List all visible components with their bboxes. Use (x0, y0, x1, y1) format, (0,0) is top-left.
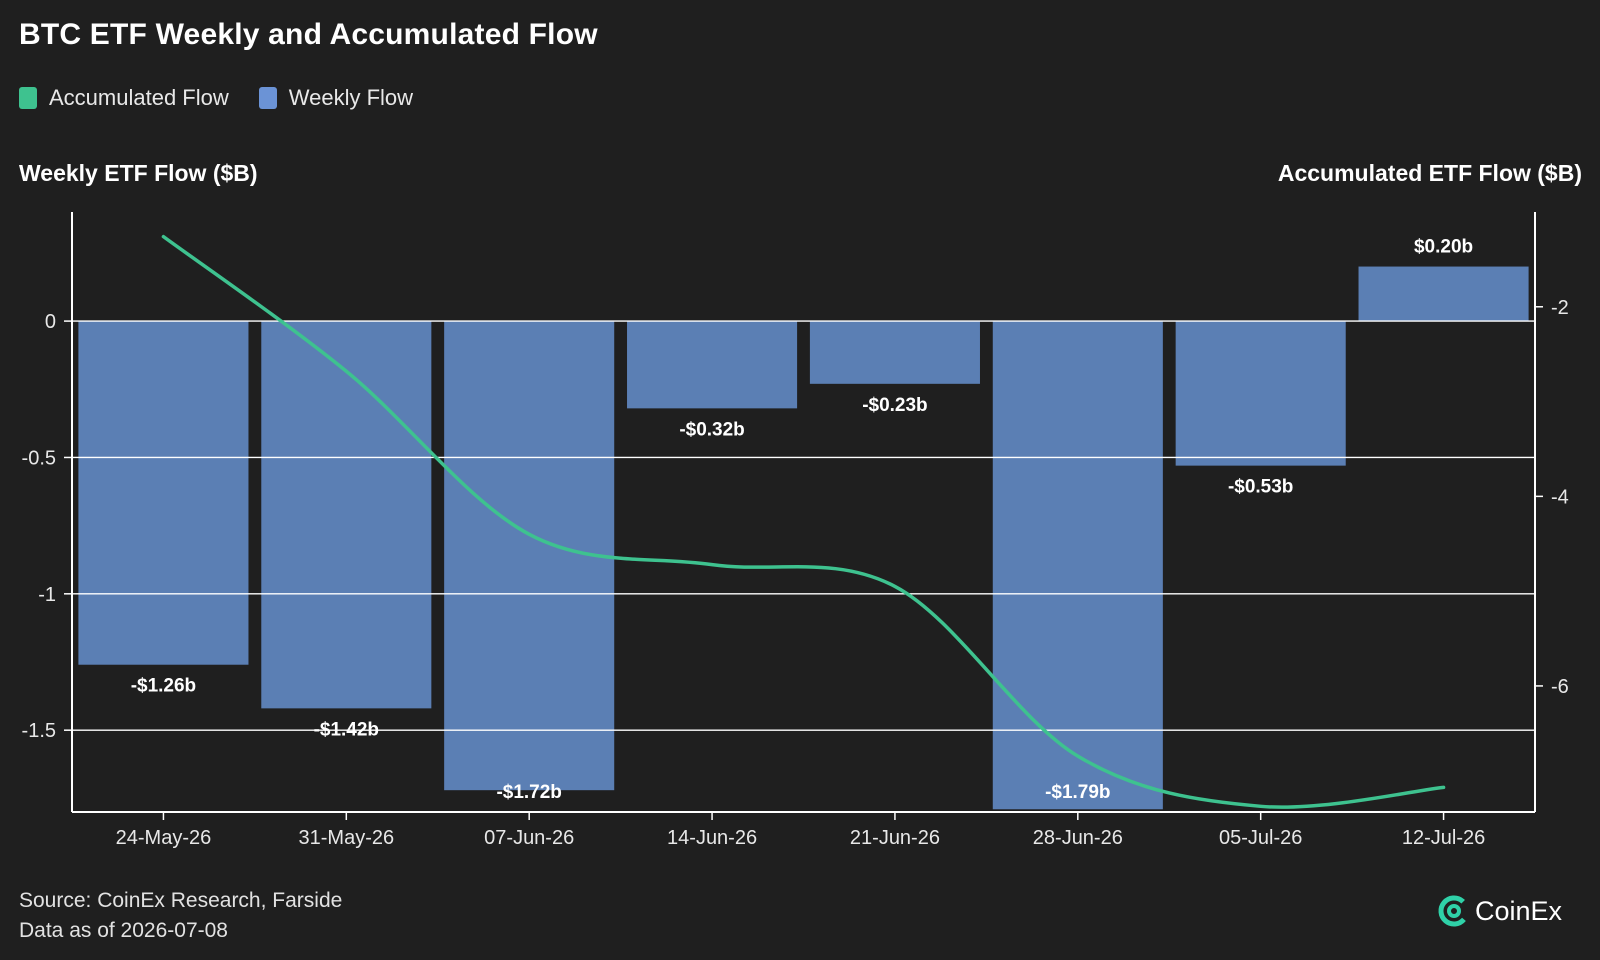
weekly-flow-bar (627, 321, 798, 409)
bar-value-label: -$1.79b (1045, 782, 1110, 803)
x-tick-label: 31-May-26 (299, 827, 395, 849)
bar-value-label: -$0.53b (1228, 477, 1293, 498)
left-tick-label: -1 (38, 584, 56, 606)
right-tick-label: -2 (1551, 297, 1569, 319)
bar-value-label: -$0.23b (862, 395, 927, 416)
weekly-flow-bar (444, 321, 615, 791)
source-note: Source: CoinEx Research, Farside (19, 889, 343, 912)
x-tick-label: 05-Jul-26 (1219, 827, 1302, 849)
brand-name: CoinEx (1474, 895, 1562, 926)
weekly-flow-bar (261, 321, 432, 709)
x-tick-label: 28-Jun-26 (1033, 827, 1123, 849)
legend-label-weekly: Weekly Flow (288, 85, 414, 110)
right-tick-label: -6 (1551, 676, 1569, 698)
x-tick-label: 07-Jun-26 (484, 827, 574, 849)
weekly-flow-bar (1175, 321, 1346, 466)
left-axis-title: Weekly ETF Flow ($B) (19, 160, 258, 186)
brand-logo: CoinEx (1437, 894, 1562, 928)
bar-value-label: -$1.72b (496, 782, 561, 803)
accumulated-flow-line (161, 234, 1446, 809)
weekly-flow-bar (992, 321, 1163, 810)
legend-item-weekly: Weekly Flow (258, 85, 414, 111)
bar-value-label: -$0.32b (679, 419, 744, 440)
x-tick-label: 14-Jun-26 (667, 827, 757, 849)
footer: Source: CoinEx Research, Farside Data as… (19, 886, 342, 946)
chart-title: BTC ETF Weekly and Accumulated Flow (19, 18, 598, 51)
right-tick-label: -4 (1551, 486, 1569, 508)
left-tick-label: -1.5 (22, 720, 56, 742)
bar-value-label: $0.20b (1414, 237, 1473, 258)
coinex-logo-icon (1438, 895, 1470, 927)
left-tick-label: -0.5 (22, 447, 56, 469)
x-tick-label: 12-Jul-26 (1402, 827, 1485, 849)
weekly-flow-bar (1358, 266, 1529, 322)
weekly-flow-bar (809, 321, 980, 384)
legend-item-accumulated: Accumulated Flow (19, 85, 229, 111)
legend-label-accumulated: Accumulated Flow (49, 85, 229, 110)
data-date-note: Data as of 2026-07-08 (19, 919, 228, 942)
chart-legend: Accumulated Flow Weekly Flow (19, 85, 443, 111)
legend-swatch-accumulated (19, 87, 37, 109)
legend-swatch-weekly (258, 87, 277, 109)
bar-value-label: -$1.42b (314, 719, 379, 740)
x-tick-label: 24-May-26 (116, 827, 212, 849)
left-tick-label: 0 (45, 311, 56, 333)
bar-value-label: -$1.26b (131, 676, 196, 697)
weekly-flow-bar (78, 321, 249, 665)
right-axis-title: Accumulated ETF Flow ($B) (1277, 160, 1582, 186)
x-tick-label: 21-Jun-26 (850, 827, 940, 849)
